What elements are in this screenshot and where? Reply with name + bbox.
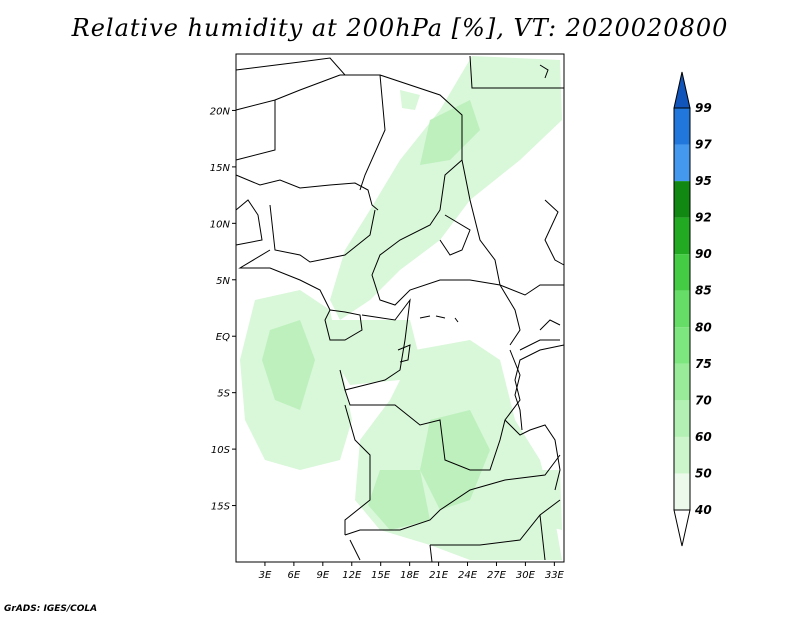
border-line-19: [504, 419, 561, 491]
y-tick-label-2: 10N: [210, 219, 231, 230]
x-tick-label-9: 30E: [516, 570, 536, 581]
x-tick-label-3: 12E: [342, 570, 362, 581]
border-line-2: [274, 74, 341, 101]
colorbar-label-3: 70: [695, 393, 712, 407]
map-frame: [235, 53, 565, 563]
humidity-area-5: [330, 320, 420, 385]
y-tick-label-3: 5N: [216, 276, 230, 287]
colorbar-label-7: 90: [695, 247, 712, 261]
x-tick-label-8: 27E: [487, 570, 507, 581]
x-tick-label-6: 21E: [429, 570, 449, 581]
colorbar-segment-8: [674, 181, 690, 218]
colorbar-segment-0: [674, 473, 690, 510]
border-line-18: [539, 514, 546, 561]
border-line-12: [324, 309, 363, 341]
humidity-area-9: [505, 470, 562, 530]
border-line-6: [269, 204, 376, 263]
border-line-20: [509, 349, 523, 431]
y-tick-label-6: 10S: [211, 445, 231, 456]
humidity-area-0: [330, 56, 562, 320]
credit-label: GrADS: IGES/COLA: [4, 604, 98, 614]
border-line-24: [419, 315, 431, 319]
colorbar-label-5: 80: [695, 320, 712, 334]
colorbar-frame: [673, 107, 691, 511]
border-line-28: [397, 344, 411, 363]
y-tick-label-7: 15S: [211, 502, 231, 513]
y-tick-label-4: EQ: [216, 332, 230, 343]
colorbar-lower-triangle: [673, 509, 691, 547]
border-line-29: [349, 539, 361, 561]
humidity-shading: [240, 56, 562, 560]
colorbar-label-2: 60: [695, 430, 712, 444]
border-line-1: [235, 99, 276, 161]
border-line-22: [539, 319, 561, 331]
border-line-17: [430, 499, 561, 546]
humidity-area-8: [368, 470, 430, 530]
colorbar-segment-4: [674, 327, 690, 364]
colorbar-segment-3: [674, 363, 690, 401]
x-tick-label-2: 9E: [316, 570, 329, 581]
country-borders: [235, 55, 565, 563]
colorbar-label-4: 75: [695, 357, 712, 371]
border-line-21: [519, 339, 560, 351]
border-line-7: [238, 249, 331, 311]
border-line-5: [235, 199, 263, 246]
x-tick-label-1: 6E: [288, 570, 301, 581]
colorbar-segment-2: [674, 400, 690, 437]
border-line-10: [439, 214, 471, 256]
x-tick-label-7: 24E: [458, 570, 478, 581]
border-line-16: [344, 454, 561, 536]
humidity-area-4: [262, 320, 315, 410]
colorbar-label-11: 99: [695, 101, 712, 115]
border-line-3: [340, 74, 386, 191]
x-tick-label-10: 33E: [545, 570, 565, 581]
border-line-27: [539, 64, 549, 79]
border-line-11: [544, 199, 565, 266]
border-line-25: [435, 315, 446, 319]
y-tick-label-0: 20N: [210, 106, 231, 117]
x-axis: 3E 6E 9E 12E 15E 18E 21E 24E 27E 30E 33E: [259, 562, 565, 581]
border-line-8: [469, 55, 564, 89]
x-tick-label-0: 3E: [259, 570, 272, 581]
border-line-26: [454, 317, 459, 323]
colorbar-segment-10: [674, 108, 690, 145]
colorbar-label-6: 85: [695, 284, 712, 298]
border-line-4: [235, 174, 379, 211]
y-tick-label-5: 5S: [217, 389, 230, 400]
colorbar-label-1: 50: [695, 466, 712, 480]
colorbar-segment-1: [674, 436, 690, 474]
colorbar-segment-5: [674, 290, 690, 328]
colorbar-upper-triangle: [673, 71, 691, 109]
colorbar-label-8: 92: [695, 211, 712, 225]
border-line-15: [344, 404, 371, 535]
colorbar: 40 50 60 70 75 80 85 90 92 95 97 99: [673, 71, 712, 547]
colorbar-label-10: 97: [695, 138, 712, 152]
colorbar-segment-9: [674, 144, 690, 182]
y-axis: 20N 15N 10N 5N EQ 5S 10S 15S: [210, 106, 236, 513]
border-line-30: [429, 544, 433, 563]
x-tick-label-5: 18E: [400, 570, 420, 581]
humidity-area-1: [420, 100, 480, 165]
colorbar-label-0: 40: [694, 503, 712, 517]
x-tick-label-4: 15E: [371, 570, 391, 581]
colorbar-segment-7: [674, 217, 690, 255]
border-line-13: [339, 298, 411, 391]
humidity-area-2: [400, 90, 420, 110]
map-title: Relative humidity at 200hPa [%], VT: 202…: [71, 14, 729, 42]
y-tick-label-1: 15N: [210, 163, 231, 174]
border-line-9: [461, 159, 501, 286]
colorbar-segment-6: [674, 254, 690, 291]
humidity-area-7: [420, 410, 490, 510]
border-line-23: [499, 284, 521, 346]
colorbar-label-9: 95: [695, 174, 712, 188]
